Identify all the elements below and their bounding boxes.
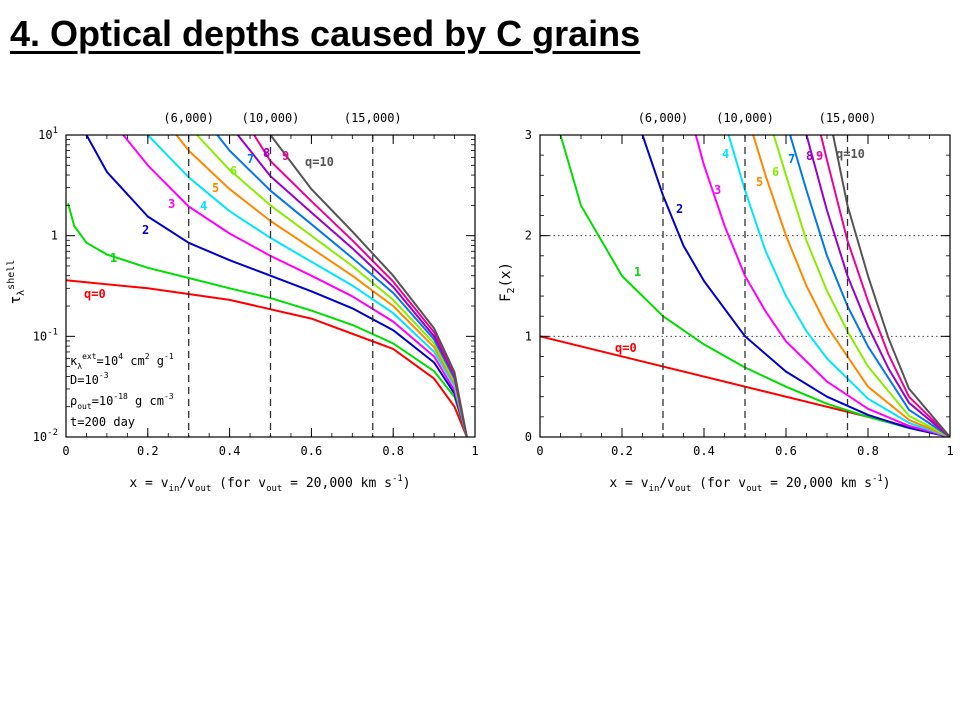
series-line-7 bbox=[789, 135, 950, 437]
x-tick-label: 0.6 bbox=[301, 444, 323, 458]
series-label: 8 bbox=[263, 146, 270, 160]
series-label: 5 bbox=[756, 175, 763, 189]
velocity-marker-label: (6,000) bbox=[638, 111, 689, 125]
series-label: q=0 bbox=[615, 341, 637, 355]
series-label: q=10 bbox=[305, 155, 334, 169]
x-tick-label: 0 bbox=[62, 444, 69, 458]
series-label: 6 bbox=[772, 165, 779, 179]
slide-title: 4. Optical depths caused by C grains bbox=[10, 13, 641, 54]
x-tick-label: 0.2 bbox=[611, 444, 633, 458]
x-axis-label: x = vin/vout (for vout = 20,000 km s-1) bbox=[129, 474, 410, 494]
series-line-2 bbox=[85, 135, 468, 437]
y-tick-label: 1 bbox=[51, 229, 58, 243]
series-line-7 bbox=[216, 135, 468, 437]
y-axis-label: τλshell bbox=[6, 260, 27, 305]
series-line-6 bbox=[772, 135, 950, 437]
parameter-note: κλext=104 cm2 g-1 bbox=[70, 352, 174, 371]
series-label: 8 bbox=[806, 149, 813, 163]
series-label: 9 bbox=[282, 149, 289, 163]
series-label: 2 bbox=[142, 223, 149, 237]
series-line-4 bbox=[727, 135, 950, 437]
series-line-8 bbox=[805, 135, 950, 437]
x-tick-label: 1 bbox=[471, 444, 478, 458]
series-label: 4 bbox=[200, 199, 207, 213]
series-line-2 bbox=[641, 135, 950, 437]
velocity-marker-label: (10,000) bbox=[716, 111, 774, 125]
velocity-marker-label: (10,000) bbox=[242, 111, 300, 125]
y-tick-label: 10-1 bbox=[33, 327, 58, 343]
x-tick-label: 0.8 bbox=[857, 444, 879, 458]
series-label: 1 bbox=[110, 251, 117, 265]
series-label: 3 bbox=[168, 197, 175, 211]
y-axis-label: F2(x) bbox=[498, 262, 517, 302]
parameter-note: D=10-3 bbox=[70, 371, 109, 387]
series-label: q=0 bbox=[84, 287, 106, 301]
velocity-marker-label: (15,000) bbox=[344, 111, 402, 125]
series-line-4 bbox=[147, 135, 468, 437]
series-label: q=10 bbox=[836, 147, 865, 161]
series-line-1 bbox=[67, 202, 468, 437]
series-line-5 bbox=[175, 135, 468, 437]
series-label: 1 bbox=[634, 265, 641, 279]
series-label: 9 bbox=[816, 149, 823, 163]
series-label: 5 bbox=[212, 181, 219, 195]
series-label: 3 bbox=[714, 183, 721, 197]
series-label: 2 bbox=[676, 202, 683, 216]
x-tick-label: 1 bbox=[946, 444, 953, 458]
series-label: 4 bbox=[722, 147, 729, 161]
x-tick-label: 0.4 bbox=[219, 444, 241, 458]
x-tick-label: 0 bbox=[536, 444, 543, 458]
y-tick-label: 0 bbox=[525, 430, 532, 444]
series-label: 7 bbox=[247, 152, 254, 166]
parameter-note: ρout=10-18 g cm-3 bbox=[70, 392, 174, 411]
series-line-9 bbox=[819, 135, 950, 437]
velocity-marker-label: (6,000) bbox=[163, 111, 214, 125]
x-tick-label: 0.8 bbox=[382, 444, 404, 458]
series-line-3 bbox=[694, 135, 950, 437]
series-line-10 bbox=[269, 135, 468, 437]
series-line-5 bbox=[752, 135, 950, 437]
y-tick-label: 3 bbox=[525, 128, 532, 142]
series-line-10 bbox=[832, 135, 950, 437]
series-label: 7 bbox=[788, 152, 795, 166]
series-line-3 bbox=[122, 135, 468, 437]
y-tick-label: 101 bbox=[38, 126, 58, 142]
y-tick-label: 2 bbox=[525, 229, 532, 243]
series-group bbox=[540, 135, 950, 437]
x-tick-label: 0.2 bbox=[137, 444, 159, 458]
y-tick-label: 10-2 bbox=[33, 428, 58, 444]
x-axis-label: x = vin/vout (for vout = 20,000 km s-1) bbox=[609, 474, 890, 494]
series-line-0 bbox=[66, 279, 468, 437]
series-line-6 bbox=[196, 135, 468, 437]
parameter-note: t=200 day bbox=[70, 415, 135, 429]
velocity-marker-label: (15,000) bbox=[819, 111, 877, 125]
chart-panel: (6,000) (10,000) (15,000) 0 0.2 0.4 0.6 0.8 1 101… bbox=[6, 111, 479, 494]
series-label: 6 bbox=[230, 164, 237, 178]
x-tick-label: 0.4 bbox=[693, 444, 715, 458]
x-tick-label: 0.6 bbox=[775, 444, 797, 458]
chart-panel: (6,000) (10,000) (15,000) 0 0.2 0.4 0.6 0.8 1 0 1 2… bbox=[498, 111, 954, 494]
y-tick-label: 1 bbox=[525, 329, 532, 343]
